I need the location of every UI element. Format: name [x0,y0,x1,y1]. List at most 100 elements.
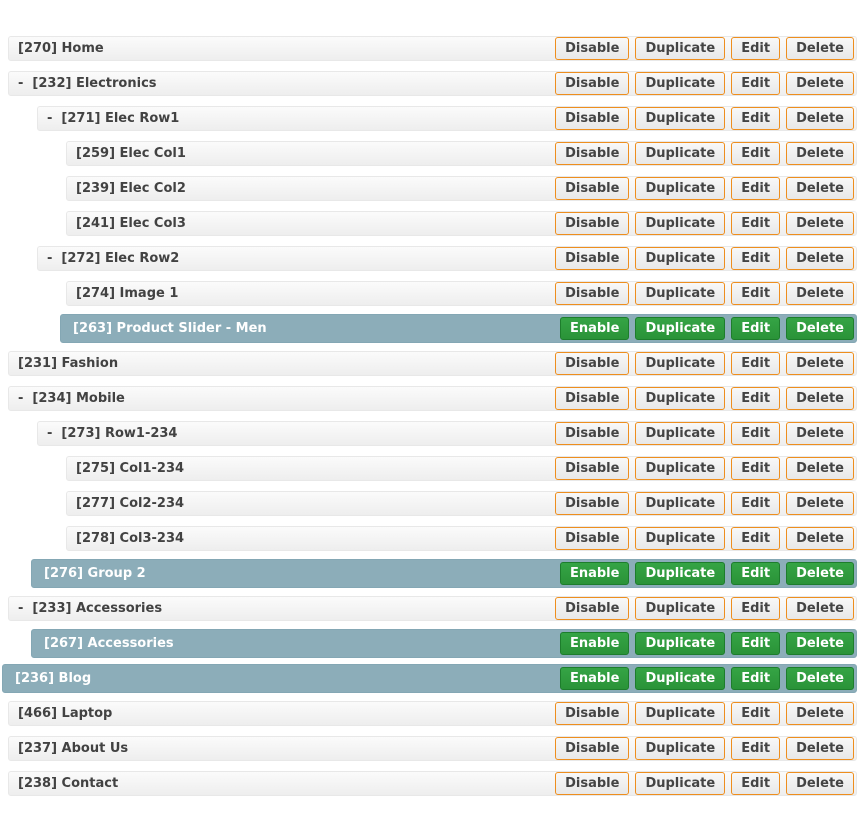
edit-button[interactable]: Edit [731,212,781,235]
tree-row[interactable]: [236] Blog Enable Duplicate Edit Delete [2,664,857,693]
duplicate-button[interactable]: Duplicate [635,387,726,410]
tree-row[interactable]: [267] Accessories Enable Duplicate Edit … [31,629,857,658]
disable-button[interactable]: Disable [555,72,630,95]
duplicate-button[interactable]: Duplicate [635,177,726,200]
delete-button[interactable]: Delete [786,562,854,585]
disable-button[interactable]: Disable [555,352,630,375]
disable-button[interactable]: Disable [555,702,630,725]
edit-button[interactable]: Edit [731,72,781,95]
edit-button[interactable]: Edit [731,352,781,375]
edit-button[interactable]: Edit [731,422,781,445]
tree-row[interactable]: [276] Group 2 Enable Duplicate Edit Dele… [31,559,857,588]
delete-button[interactable]: Delete [786,772,854,795]
enable-button[interactable]: Enable [559,667,630,690]
delete-button[interactable]: Delete [786,142,854,165]
enable-button[interactable]: Enable [559,317,630,340]
collapse-toggle-icon[interactable]: - [18,391,24,406]
edit-button[interactable]: Edit [731,667,781,690]
tree-row[interactable]: [263] Product Slider - Men Enable Duplic… [60,314,857,343]
disable-button[interactable]: Disable [555,527,630,550]
edit-button[interactable]: Edit [731,772,781,795]
delete-button[interactable]: Delete [786,492,854,515]
tree-row[interactable]: [278] Col3-234 Disable Duplicate Edit De… [66,526,857,551]
duplicate-button[interactable]: Duplicate [635,142,726,165]
disable-button[interactable]: Disable [555,772,630,795]
delete-button[interactable]: Delete [786,702,854,725]
enable-button[interactable]: Enable [559,632,630,655]
tree-row[interactable]: [466] Laptop Disable Duplicate Edit Dele… [8,701,857,726]
disable-button[interactable]: Disable [555,37,630,60]
edit-button[interactable]: Edit [731,562,781,585]
disable-button[interactable]: Disable [555,142,630,165]
duplicate-button[interactable]: Duplicate [635,352,726,375]
disable-button[interactable]: Disable [555,492,630,515]
duplicate-button[interactable]: Duplicate [635,492,726,515]
delete-button[interactable]: Delete [786,72,854,95]
delete-button[interactable]: Delete [786,177,854,200]
edit-button[interactable]: Edit [731,37,781,60]
collapse-toggle-icon[interactable]: - [18,601,24,616]
edit-button[interactable]: Edit [731,387,781,410]
duplicate-button[interactable]: Duplicate [635,457,726,480]
edit-button[interactable]: Edit [731,527,781,550]
edit-button[interactable]: Edit [731,247,781,270]
tree-row[interactable]: [274] Image 1 Disable Duplicate Edit Del… [66,281,857,306]
delete-button[interactable]: Delete [786,247,854,270]
collapse-toggle-icon[interactable]: - [18,76,24,91]
delete-button[interactable]: Delete [786,282,854,305]
delete-button[interactable]: Delete [786,737,854,760]
edit-button[interactable]: Edit [731,737,781,760]
delete-button[interactable]: Delete [786,317,854,340]
edit-button[interactable]: Edit [731,492,781,515]
tree-row[interactable]: - [232] Electronics Disable Duplicate Ed… [8,71,857,96]
duplicate-button[interactable]: Duplicate [635,72,726,95]
delete-button[interactable]: Delete [786,597,854,620]
edit-button[interactable]: Edit [731,142,781,165]
duplicate-button[interactable]: Duplicate [635,702,726,725]
tree-row[interactable]: [270] Home Disable Duplicate Edit Delete [8,36,857,61]
duplicate-button[interactable]: Duplicate [635,667,726,690]
duplicate-button[interactable]: Duplicate [635,422,726,445]
edit-button[interactable]: Edit [731,597,781,620]
tree-row[interactable]: [241] Elec Col3 Disable Duplicate Edit D… [66,211,857,236]
duplicate-button[interactable]: Duplicate [635,247,726,270]
duplicate-button[interactable]: Duplicate [635,597,726,620]
delete-button[interactable]: Delete [786,527,854,550]
tree-row[interactable]: [231] Fashion Disable Duplicate Edit Del… [8,351,857,376]
duplicate-button[interactable]: Duplicate [635,562,726,585]
tree-row[interactable]: [259] Elec Col1 Disable Duplicate Edit D… [66,141,857,166]
disable-button[interactable]: Disable [555,422,630,445]
disable-button[interactable]: Disable [555,597,630,620]
delete-button[interactable]: Delete [786,422,854,445]
tree-row[interactable]: - [234] Mobile Disable Duplicate Edit De… [8,386,857,411]
disable-button[interactable]: Disable [555,177,630,200]
duplicate-button[interactable]: Duplicate [635,737,726,760]
edit-button[interactable]: Edit [731,632,781,655]
edit-button[interactable]: Edit [731,107,781,130]
tree-row[interactable]: [239] Elec Col2 Disable Duplicate Edit D… [66,176,857,201]
edit-button[interactable]: Edit [731,702,781,725]
disable-button[interactable]: Disable [555,212,630,235]
edit-button[interactable]: Edit [731,177,781,200]
tree-row[interactable]: - [271] Elec Row1 Disable Duplicate Edit… [37,106,857,131]
tree-row[interactable]: [275] Col1-234 Disable Duplicate Edit De… [66,456,857,481]
collapse-toggle-icon[interactable]: - [47,251,53,266]
duplicate-button[interactable]: Duplicate [635,282,726,305]
duplicate-button[interactable]: Duplicate [635,37,726,60]
disable-button[interactable]: Disable [555,387,630,410]
duplicate-button[interactable]: Duplicate [635,317,726,340]
disable-button[interactable]: Disable [555,282,630,305]
duplicate-button[interactable]: Duplicate [635,632,726,655]
edit-button[interactable]: Edit [731,317,781,340]
tree-row[interactable]: - [272] Elec Row2 Disable Duplicate Edit… [37,246,857,271]
delete-button[interactable]: Delete [786,387,854,410]
delete-button[interactable]: Delete [786,352,854,375]
tree-row[interactable]: [277] Col2-234 Disable Duplicate Edit De… [66,491,857,516]
tree-row[interactable]: [237] About Us Disable Duplicate Edit De… [8,736,857,761]
delete-button[interactable]: Delete [786,457,854,480]
tree-row[interactable]: - [273] Row1-234 Disable Duplicate Edit … [37,421,857,446]
delete-button[interactable]: Delete [786,107,854,130]
disable-button[interactable]: Disable [555,247,630,270]
disable-button[interactable]: Disable [555,737,630,760]
tree-row[interactable]: [238] Contact Disable Duplicate Edit Del… [8,771,857,796]
